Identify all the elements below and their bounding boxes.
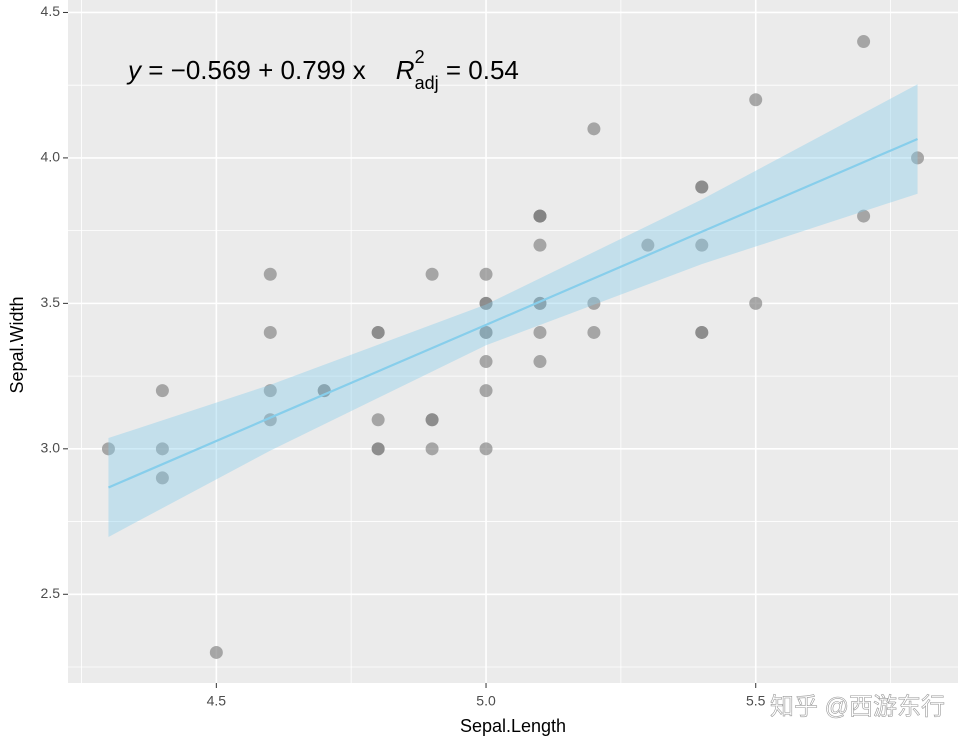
grid: [68, 0, 958, 683]
point: [209, 645, 223, 659]
point: [533, 325, 547, 339]
point: [587, 296, 601, 310]
point: [749, 296, 763, 310]
x-tick-label: 5.0: [476, 693, 496, 709]
point: [749, 93, 763, 107]
annotation: y = −0.569 + 0.799 x R2 adj = 0.54: [126, 47, 519, 93]
point: [479, 267, 493, 281]
confidence-band: [108, 84, 918, 537]
point: [479, 325, 493, 339]
panel: [68, 0, 958, 683]
point: [371, 325, 385, 339]
eq-lhs: y: [126, 55, 143, 85]
eq-sup: 2: [415, 47, 425, 67]
point: [155, 442, 169, 456]
point: [155, 471, 169, 485]
point: [533, 209, 547, 223]
point: [101, 442, 115, 456]
point: [695, 238, 709, 252]
point: [371, 413, 385, 427]
plot-layer: [101, 35, 925, 659]
point: [479, 355, 493, 369]
x-tick-label: 4.5: [207, 693, 227, 709]
point: [857, 209, 871, 223]
point: [263, 325, 277, 339]
point: [587, 325, 601, 339]
point: [533, 355, 547, 369]
y-tick-label: 4.5: [41, 3, 61, 19]
y-tick-label: 2.5: [41, 585, 61, 601]
eq-rhs: = −0.569 + 0.799 x: [141, 55, 366, 85]
point: [425, 267, 439, 281]
x-tick-label: 5.5: [746, 693, 766, 709]
eq-r2: = 0.54: [439, 55, 519, 85]
watermark: 知乎 @西游东行: [770, 693, 945, 720]
point: [371, 442, 385, 456]
y-axis-title: Sepal.Width: [7, 296, 27, 393]
point: [155, 384, 169, 398]
x-axis-title: Sepal.Length: [460, 716, 566, 736]
fit-line: [108, 137, 918, 489]
point: [911, 151, 925, 165]
y-tick-label: 4.0: [41, 149, 61, 165]
point: [641, 238, 655, 252]
point: [425, 442, 439, 456]
point: [263, 384, 277, 398]
y-tick-label: 3.5: [41, 294, 61, 310]
point: [479, 384, 493, 398]
point: [533, 238, 547, 252]
point: [695, 180, 709, 194]
eq-sub: adj: [415, 73, 439, 93]
point: [425, 413, 439, 427]
point: [587, 122, 601, 136]
point: [857, 35, 871, 49]
point: [263, 267, 277, 281]
point: [479, 296, 493, 310]
point: [479, 442, 493, 456]
y-tick-label: 3.0: [41, 440, 61, 456]
point: [695, 325, 709, 339]
eq-r: R: [396, 55, 415, 85]
